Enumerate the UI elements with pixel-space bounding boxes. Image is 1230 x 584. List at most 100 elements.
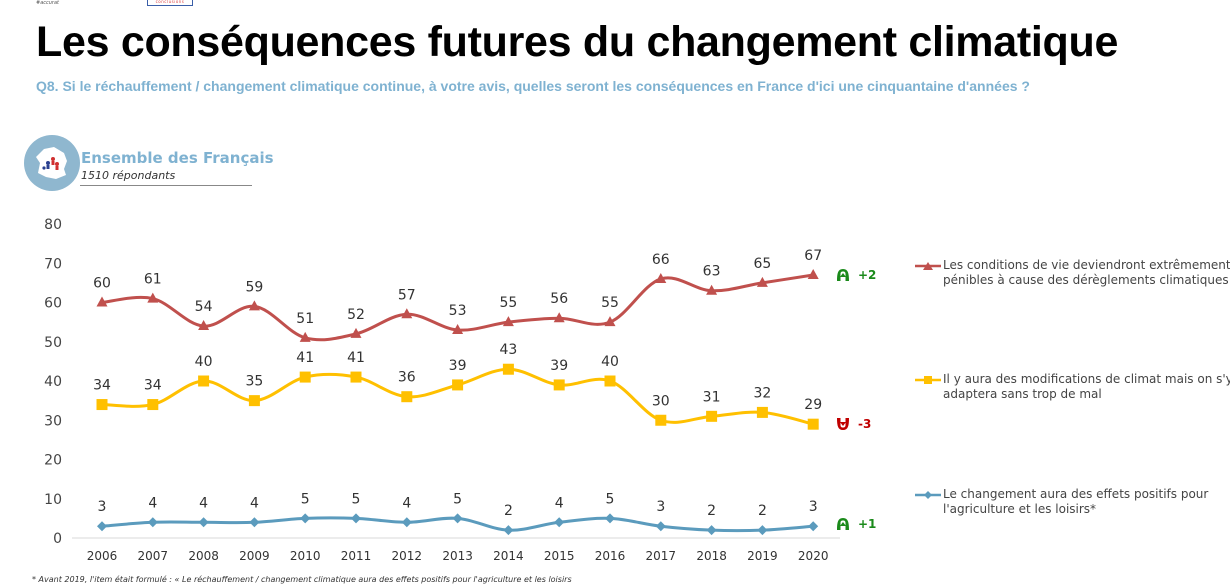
data-label: 2 (758, 503, 767, 519)
data-point (401, 517, 412, 528)
data-label: 41 (347, 350, 365, 366)
data-label: 51 (296, 311, 314, 327)
sample-size: 1510 répondants (81, 169, 176, 182)
data-label: 63 (703, 264, 721, 280)
data-point (503, 525, 514, 536)
y-tick-label: 30 (44, 413, 62, 429)
data-point (655, 521, 666, 532)
legend-label: Il y aura des modifications de climat ma… (943, 372, 1230, 401)
change-value: +1 (858, 517, 877, 531)
france-map-icon (36, 147, 67, 179)
data-point (147, 399, 159, 411)
data-label: 54 (195, 299, 213, 315)
data-label: 31 (703, 389, 721, 405)
page-title: Les conséquences futures du changement c… (36, 18, 1119, 66)
x-tick-label: 2020 (798, 549, 829, 563)
data-point (248, 395, 260, 407)
data-point (249, 517, 260, 528)
data-label: 32 (753, 385, 771, 401)
footnote: * Avant 2019, l'item était formulé : « L… (32, 575, 572, 584)
data-label: 3 (98, 499, 107, 515)
data-label: 43 (499, 342, 517, 358)
data-label: 60 (93, 276, 111, 292)
data-label: 4 (148, 495, 157, 511)
data-point (452, 513, 463, 524)
data-point (452, 323, 464, 334)
data-label: 4 (402, 495, 411, 511)
data-label: 55 (601, 295, 619, 311)
data-label: 56 (550, 291, 568, 307)
data-point (147, 292, 159, 303)
data-label: 40 (601, 354, 619, 370)
arrow-up-icon (837, 518, 849, 530)
data-label: 55 (499, 295, 517, 311)
x-tick-label: 2014 (493, 549, 524, 563)
arrow-up-icon (837, 269, 849, 281)
x-tick-label: 2018 (696, 549, 727, 563)
data-label: 4 (555, 495, 564, 511)
data-label: 61 (144, 272, 162, 288)
data-point (350, 327, 362, 338)
data-label: 65 (753, 256, 771, 272)
top-left-logo: #accurat (36, 0, 60, 6)
data-label: 5 (352, 491, 361, 507)
y-tick-label: 20 (44, 453, 62, 469)
change-indicator: -3 (836, 417, 871, 431)
data-point (807, 418, 819, 430)
y-tick-label: 70 (44, 256, 62, 272)
x-tick-label: 2009 (239, 549, 270, 563)
x-tick-label: 2012 (392, 549, 423, 563)
data-label: 4 (250, 495, 259, 511)
y-tick-label: 60 (44, 296, 62, 312)
data-point (655, 272, 667, 283)
data-point (299, 371, 311, 383)
data-label: 3 (656, 499, 665, 515)
change-indicator: +1 (836, 517, 876, 531)
data-label: 36 (398, 370, 416, 386)
data-point (401, 308, 413, 319)
data-point (96, 399, 108, 411)
data-label: 3 (809, 499, 818, 515)
sample-divider (80, 185, 252, 186)
data-label: 53 (449, 303, 467, 319)
data-label: 52 (347, 307, 365, 323)
x-tick-label: 2017 (646, 549, 677, 563)
change-indicator: +2 (836, 268, 876, 282)
data-label: 5 (606, 491, 615, 507)
arrow-down-icon (837, 418, 849, 430)
data-point (553, 312, 565, 323)
x-tick-label: 2011 (341, 549, 372, 563)
data-point (248, 300, 260, 311)
x-tick-label: 2016 (595, 549, 626, 563)
data-point (299, 331, 311, 342)
data-point (757, 525, 768, 536)
data-label: 34 (93, 378, 111, 394)
data-point (706, 284, 718, 295)
data-label: 35 (245, 374, 263, 390)
data-point (604, 375, 616, 387)
data-point (198, 320, 210, 331)
data-label: 67 (804, 248, 822, 264)
x-tick-label: 2019 (747, 549, 778, 563)
data-point (604, 316, 616, 327)
sample-title: Ensemble des Français (81, 149, 274, 167)
survey-question: Q8. Si le réchauffement / changement cli… (36, 78, 1030, 94)
data-label: 4 (199, 495, 208, 511)
data-point (198, 375, 210, 387)
data-point (350, 371, 362, 383)
data-label: 2 (707, 503, 716, 519)
y-tick-label: 50 (44, 335, 62, 351)
data-label: 30 (652, 393, 670, 409)
data-label: 40 (195, 354, 213, 370)
data-point (553, 379, 565, 391)
data-label: 34 (144, 378, 162, 394)
data-label: 41 (296, 350, 314, 366)
legend-label: Les conditions de vie deviendront extrêm… (943, 258, 1230, 287)
data-point (300, 513, 311, 524)
data-point (756, 406, 768, 418)
data-point (452, 379, 464, 391)
x-tick-label: 2006 (87, 549, 118, 563)
y-tick-label: 80 (44, 217, 62, 233)
x-tick-label: 2008 (188, 549, 219, 563)
legend-swatch (915, 376, 941, 384)
